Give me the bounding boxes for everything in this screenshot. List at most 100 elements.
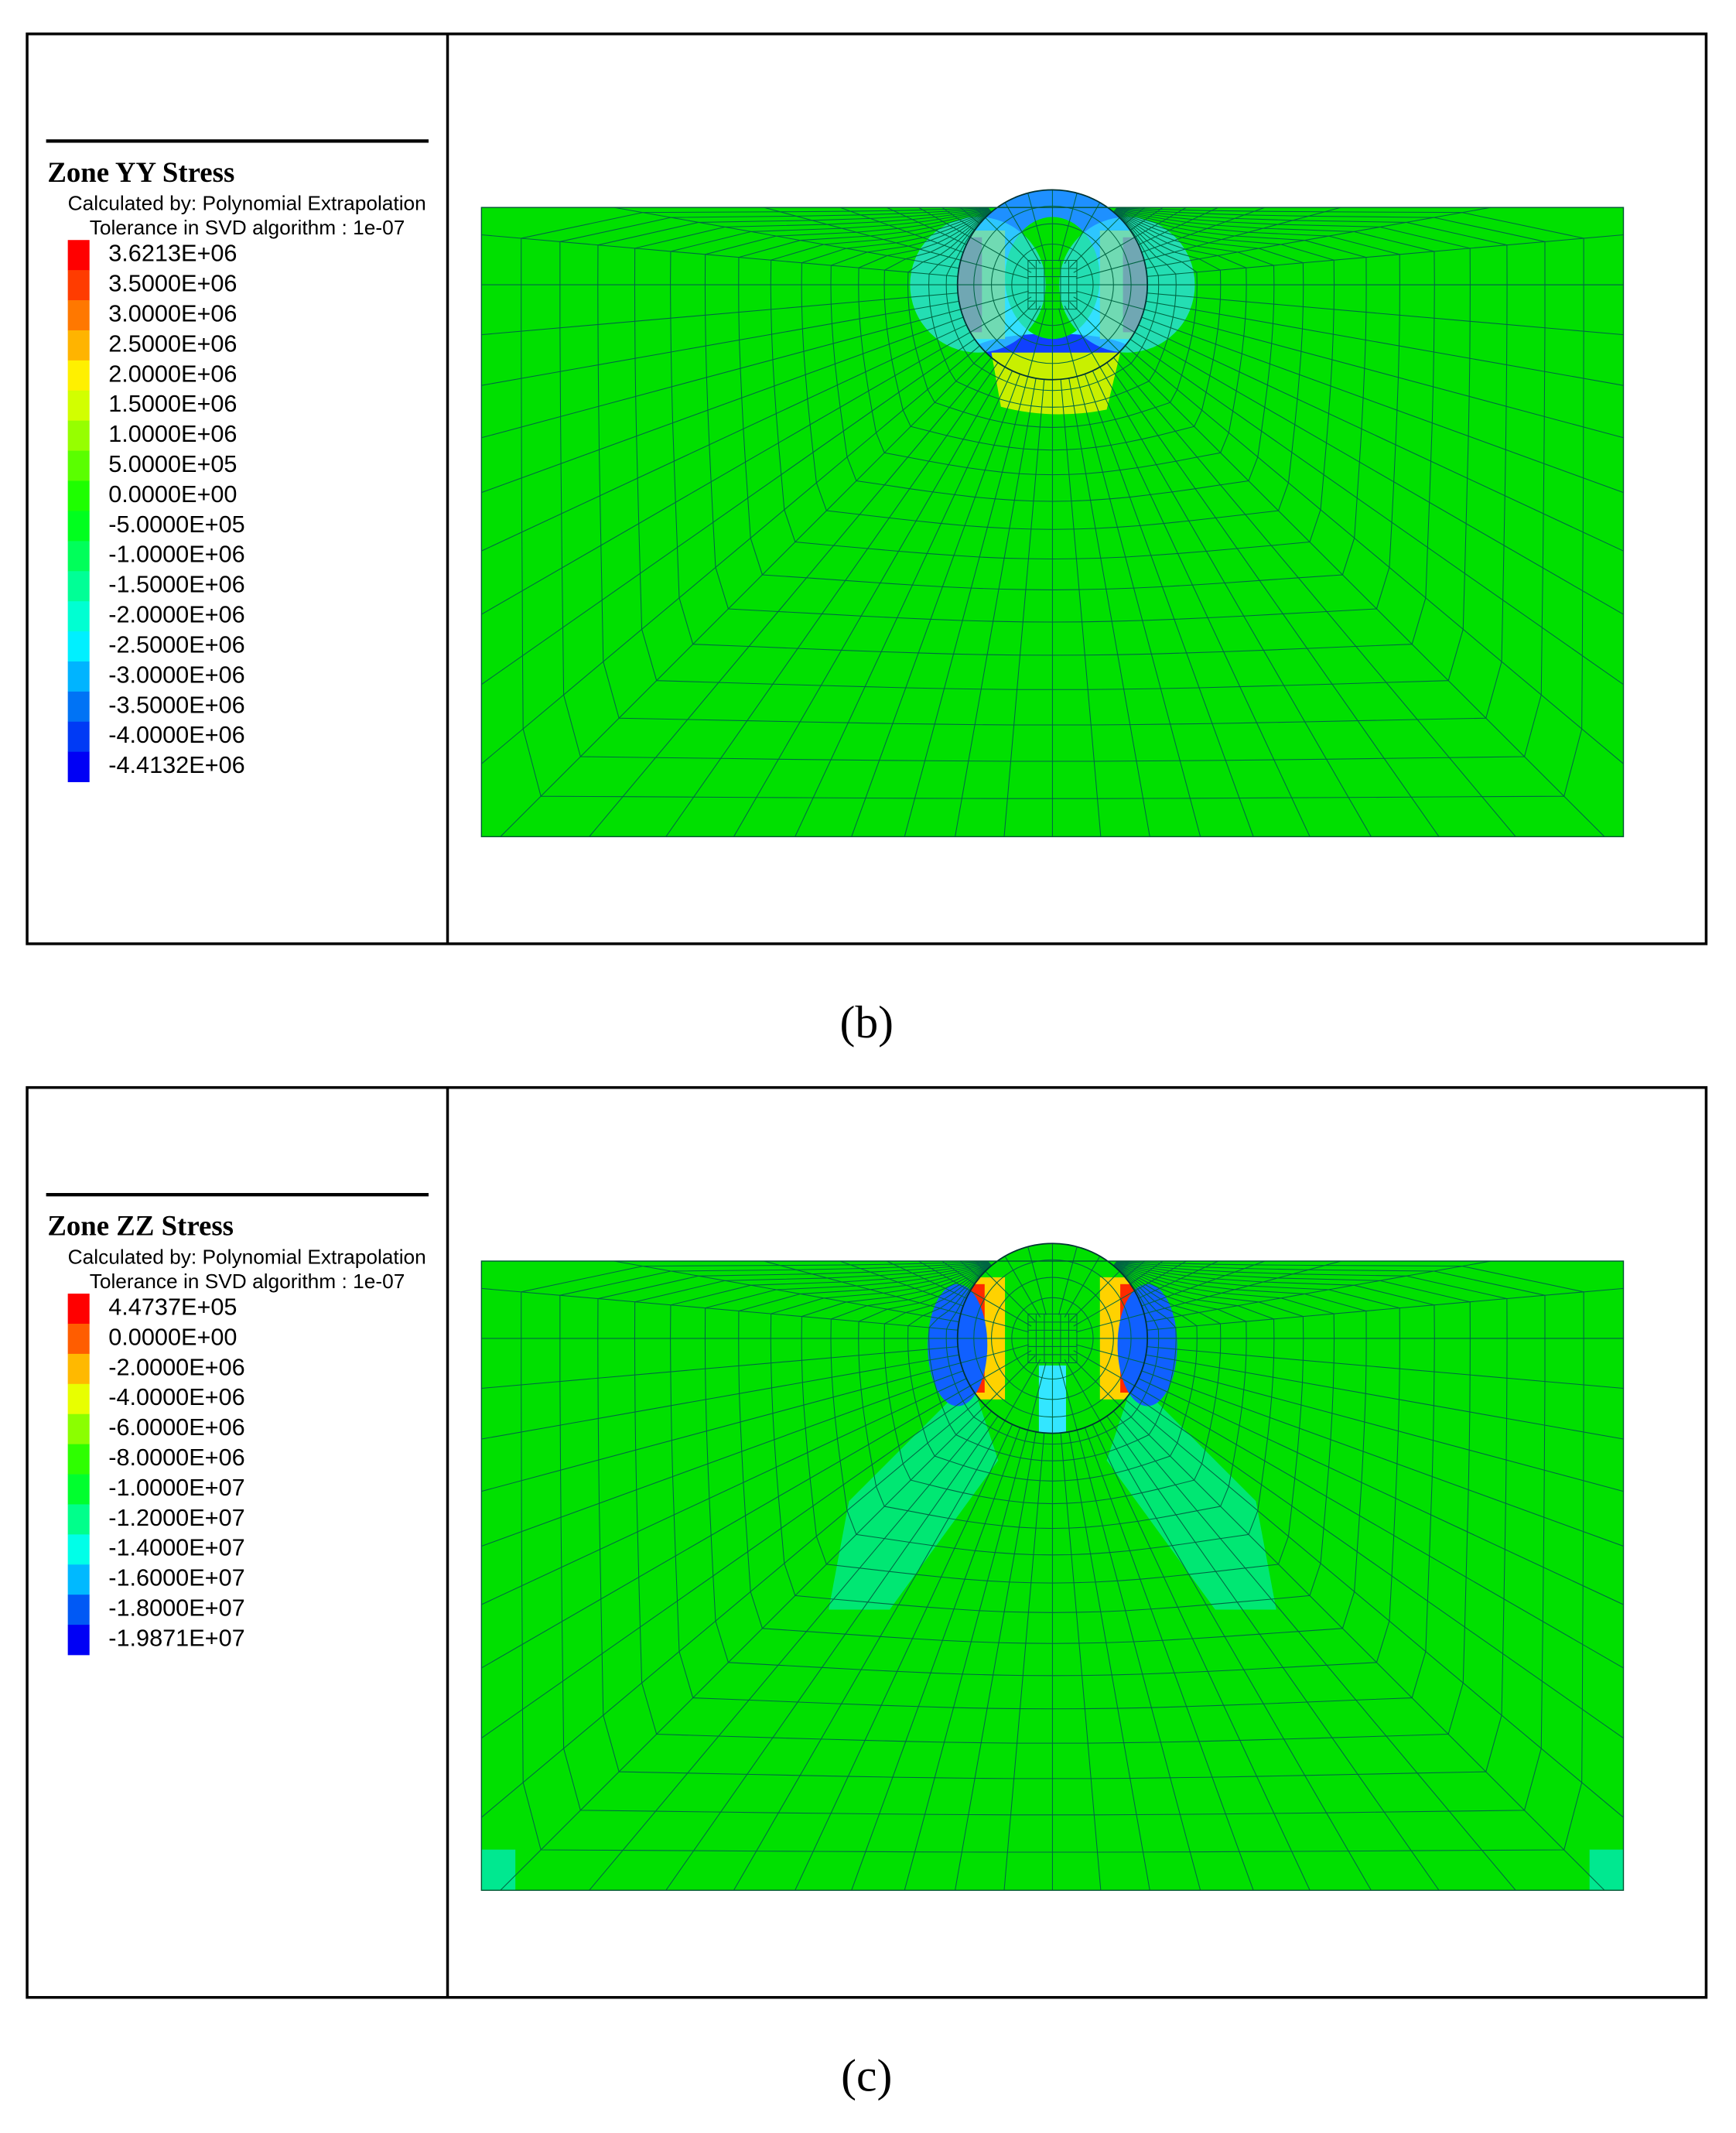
mesh-line	[1129, 1392, 1624, 1739]
mesh-line	[1068, 1431, 1150, 1891]
mesh-line	[851, 374, 1020, 837]
legend-label: -1.0000E+07	[108, 1475, 244, 1501]
mesh-line	[904, 376, 1029, 837]
mesh-line	[883, 210, 1222, 451]
legend-swatch	[67, 631, 90, 662]
mesh-line	[904, 1430, 1029, 1891]
caption: (c)	[841, 2050, 892, 2101]
mesh-line	[481, 331, 971, 615]
mesh-line	[985, 217, 1036, 268]
mesh-line	[1003, 1433, 1045, 1891]
mesh-line	[1004, 1256, 1041, 1318]
mesh-line	[665, 362, 999, 837]
mesh-line	[1075, 1344, 1145, 1364]
legend-label: 5.0000E+05	[108, 451, 237, 477]
mesh-line	[1011, 243, 1094, 326]
mesh-line	[1073, 296, 1135, 333]
mesh-line	[481, 1354, 959, 1440]
legend-swatch	[67, 721, 90, 753]
legend-swatch	[67, 1625, 90, 1656]
legend-swatch	[67, 300, 90, 331]
legend-swatch	[67, 450, 90, 481]
mesh-line	[858, 1264, 1247, 1529]
legend-label: -5.0000E+05	[108, 511, 244, 538]
legend-title: Zone ZZ Stress	[47, 1210, 234, 1242]
tunnel-outline	[956, 1243, 1149, 1434]
legend-swatch	[67, 1595, 90, 1625]
mesh-line	[1004, 202, 1041, 265]
legend-swatch	[67, 661, 90, 692]
mesh-line	[481, 339, 976, 685]
mesh-line	[770, 1263, 1335, 1613]
panel: Zone ZZ Stress Calculated by: Polynomial …	[26, 1085, 1708, 2101]
legend-swatch	[67, 1504, 90, 1535]
mesh-line	[733, 1420, 1006, 1891]
zone	[1106, 1379, 1276, 1610]
mesh-line	[955, 378, 1037, 837]
mesh-line	[1112, 357, 1516, 837]
mesh-line	[1112, 1410, 1516, 1891]
mesh-line	[559, 207, 1546, 762]
mesh-line	[1027, 308, 1047, 377]
mesh-line	[481, 1370, 964, 1547]
mesh-line	[1064, 202, 1101, 265]
legend-label: 2.0000E+06	[108, 361, 237, 387]
mesh-line	[1064, 1256, 1101, 1318]
mesh-line	[960, 1313, 1030, 1333]
mesh-line	[1060, 379, 1102, 837]
legend-label: -2.0000E+06	[108, 1354, 244, 1380]
mesh-line	[597, 1261, 1508, 1779]
mesh-line	[500, 351, 986, 837]
legend-label: 3.0000E+06	[108, 300, 237, 326]
legend-label: -1.8000E+07	[108, 1595, 244, 1622]
mesh-line	[1099, 1420, 1372, 1891]
mesh-line	[969, 1290, 1032, 1327]
legend-label: -1.2000E+07	[108, 1505, 244, 1531]
mesh-line	[670, 1262, 1435, 1710]
mesh-line	[1064, 1359, 1101, 1421]
mesh-line	[589, 1410, 992, 1891]
mesh-line	[1106, 362, 1440, 837]
legend-label: -3.0000E+06	[108, 661, 244, 688]
legend-swatch	[67, 390, 90, 422]
mesh-line	[960, 1344, 1030, 1364]
mesh-line	[521, 207, 1584, 799]
mesh-line	[985, 302, 1036, 353]
mesh-line	[481, 1392, 976, 1739]
mesh-line	[969, 237, 1032, 273]
mesh-line	[1147, 1346, 1624, 1389]
legend-swatch	[67, 1444, 90, 1475]
mesh-line	[481, 1362, 962, 1492]
mesh-line	[481, 324, 967, 552]
mesh-line	[1147, 292, 1624, 336]
mesh-line	[1134, 1385, 1624, 1669]
mesh-line	[559, 1261, 1546, 1816]
mesh-line	[704, 1263, 1400, 1677]
legend-label: 1.5000E+06	[108, 391, 237, 417]
legend-swatch	[67, 1323, 90, 1355]
legend-label: 0.0000E+00	[108, 1324, 237, 1350]
mesh-line	[960, 259, 1030, 279]
zone	[481, 1849, 516, 1891]
mesh-line	[521, 1261, 1584, 1853]
legend-title: Zone YY Stress	[47, 156, 234, 188]
mesh-line	[670, 208, 1435, 656]
legend-swatch	[67, 691, 90, 723]
mesh-line	[830, 1263, 1275, 1556]
mesh-line	[481, 1385, 971, 1669]
mesh-line	[973, 1259, 1132, 1418]
mesh-line	[1027, 1246, 1047, 1315]
legend-label: 1.0000E+06	[108, 421, 237, 447]
mesh-line	[1084, 1427, 1254, 1891]
mesh-line	[1092, 371, 1311, 837]
mesh-line	[1069, 1270, 1120, 1321]
mesh-line	[481, 1378, 967, 1605]
legend-label: -6.0000E+06	[108, 1414, 244, 1441]
mesh-line	[738, 209, 1367, 590]
mesh-line	[1125, 1399, 1624, 1818]
mesh-line	[1011, 1297, 1094, 1380]
legend-label: -3.5000E+06	[108, 692, 244, 718]
mesh-line	[985, 1355, 1036, 1407]
mesh-line	[1129, 339, 1624, 685]
mesh-line	[1125, 345, 1624, 764]
